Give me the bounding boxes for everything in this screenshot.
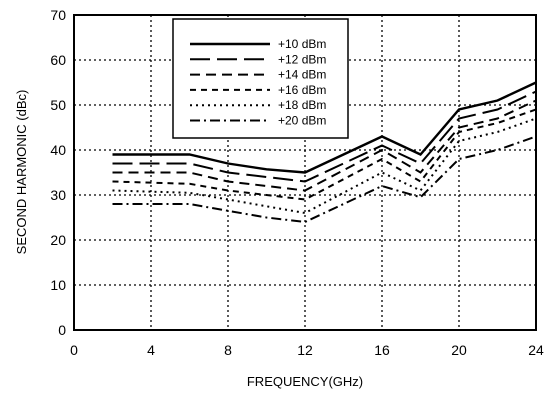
x-tick-label: 8 xyxy=(224,342,232,358)
x-tick-label: 20 xyxy=(451,342,467,358)
y-tick-label: 10 xyxy=(50,277,66,293)
series-line xyxy=(112,108,537,201)
y-tick-label: 20 xyxy=(50,232,66,248)
legend-label: +16 dBm xyxy=(278,83,326,97)
y-tick-label: 0 xyxy=(58,322,66,338)
plot-area-frame xyxy=(73,14,537,331)
x-tick-label: 16 xyxy=(374,342,390,358)
x-tick-label: 4 xyxy=(147,342,155,358)
legend-label: +18 dBm xyxy=(278,98,326,112)
y-tick-label: 30 xyxy=(50,187,66,203)
y-tick-label: 50 xyxy=(50,97,66,113)
x-axis-label: FREQUENCY(GHz) xyxy=(247,374,363,389)
series-layer xyxy=(112,81,537,224)
series-line xyxy=(112,99,537,192)
x-tick-label: 24 xyxy=(528,342,544,358)
y-axis-label: SECOND HARMONIC (dBc) xyxy=(14,90,29,255)
tick-labels: 0 4 8 12 16 20 24 0 10 20 30 40 50 60 70 xyxy=(50,7,544,358)
legend: +10 dBm+12 dBm +14 dBm+16 dBm+18 dBm +20 d… xyxy=(172,18,349,139)
legend-label: +12 dBm xyxy=(278,52,326,66)
x-tick-label: 12 xyxy=(297,342,313,358)
x-tick-label: 0 xyxy=(70,342,78,358)
legend-label: +20 dBm xyxy=(278,114,326,128)
legend-label: +10 dBm xyxy=(278,37,326,51)
y-tick-label: 70 xyxy=(50,7,66,23)
legend-label: +14 dBm xyxy=(278,68,326,82)
y-tick-label: 40 xyxy=(50,142,66,158)
series-line xyxy=(112,81,537,174)
series-line xyxy=(112,90,537,183)
y-tick-label: 60 xyxy=(50,52,66,68)
legend-box xyxy=(172,18,349,139)
series-line xyxy=(112,117,537,215)
